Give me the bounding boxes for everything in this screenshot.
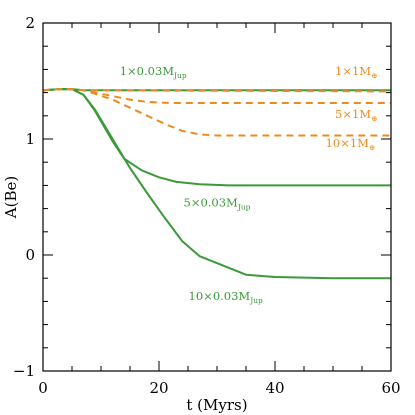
series-line-3 — [42, 88, 391, 280]
y-axis-title: A(Be) — [2, 176, 20, 219]
x-axis-title: t (Myrs) — [186, 396, 247, 414]
x-tick-label: 40 — [265, 379, 284, 397]
series-label-5: 5×1M⊕ — [335, 107, 377, 123]
series-label-3: 10×0.03MJup — [189, 289, 263, 305]
y-tick-label: −1 — [13, 362, 35, 380]
y-tick-label: 1 — [25, 130, 35, 148]
series-label-6: 10×1M⊕ — [326, 136, 376, 152]
series-label-1: 1×0.03MJup — [120, 64, 187, 80]
series-label-2: 5×0.03MJup — [184, 195, 251, 211]
x-tick-label: 0 — [38, 379, 48, 397]
series-label-4: 1×1M⊕ — [335, 64, 377, 80]
series-line-6 — [42, 88, 391, 137]
plot-frame — [42, 22, 392, 372]
data-lines — [42, 88, 392, 280]
y-tick-label: 2 — [25, 14, 35, 32]
series-labels: 1×0.03MJup 5×0.03MJup 10×0.03MJup 1×1M⊕ 5×1M… — [120, 64, 378, 305]
x-tick-label: 20 — [149, 379, 168, 397]
y-tick-label: 0 — [25, 246, 35, 264]
x-tick-label: 60 — [381, 379, 400, 397]
